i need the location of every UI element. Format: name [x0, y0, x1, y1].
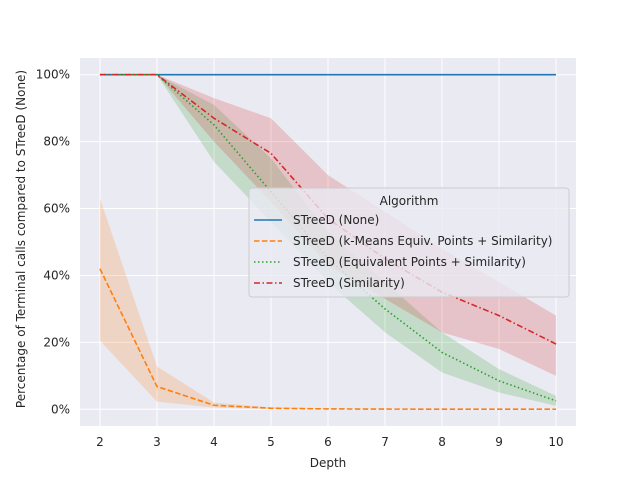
legend-title: Algorithm [380, 194, 439, 208]
y-tick-label: 100% [36, 68, 70, 82]
y-axis-label: Percentage of Terminal calls compared to… [14, 70, 28, 408]
y-tick-label: 80% [43, 135, 70, 149]
y-tick-label: 0% [51, 402, 70, 416]
y-tick-label: 40% [43, 268, 70, 282]
x-tick-label: 8 [438, 435, 446, 449]
x-tick-label: 5 [267, 435, 275, 449]
x-tick-label: 4 [210, 435, 218, 449]
x-tick-label: 3 [153, 435, 161, 449]
x-tick-label: 7 [381, 435, 389, 449]
series-line [99, 268, 557, 411]
legend-entry: STreeD (Equivalent Points + Similarity) [293, 255, 526, 269]
x-tick-label: 6 [324, 435, 332, 449]
x-axis-label: Depth [310, 456, 347, 470]
x-tick-label: 2 [96, 435, 104, 449]
x-tick-label: 9 [495, 435, 503, 449]
y-tick-label: 20% [43, 335, 70, 349]
series-line [99, 73, 557, 345]
y-tick-label: 60% [43, 202, 70, 216]
legend-entry: STreeD (k-Means Equiv. Points + Similari… [293, 234, 552, 248]
legend-entry: STreeD (None) [293, 213, 379, 227]
y-tick-labels: 0% 20% 40% 60% 80% 100% [36, 68, 70, 417]
confidence-band [99, 198, 557, 410]
legend-entry: STreeD (Similarity) [293, 276, 405, 290]
legend-box [248, 187, 570, 298]
x-tick-labels: 2 3 4 5 6 7 8 9 10 [96, 435, 564, 449]
x-tick-label: 10 [548, 435, 563, 449]
